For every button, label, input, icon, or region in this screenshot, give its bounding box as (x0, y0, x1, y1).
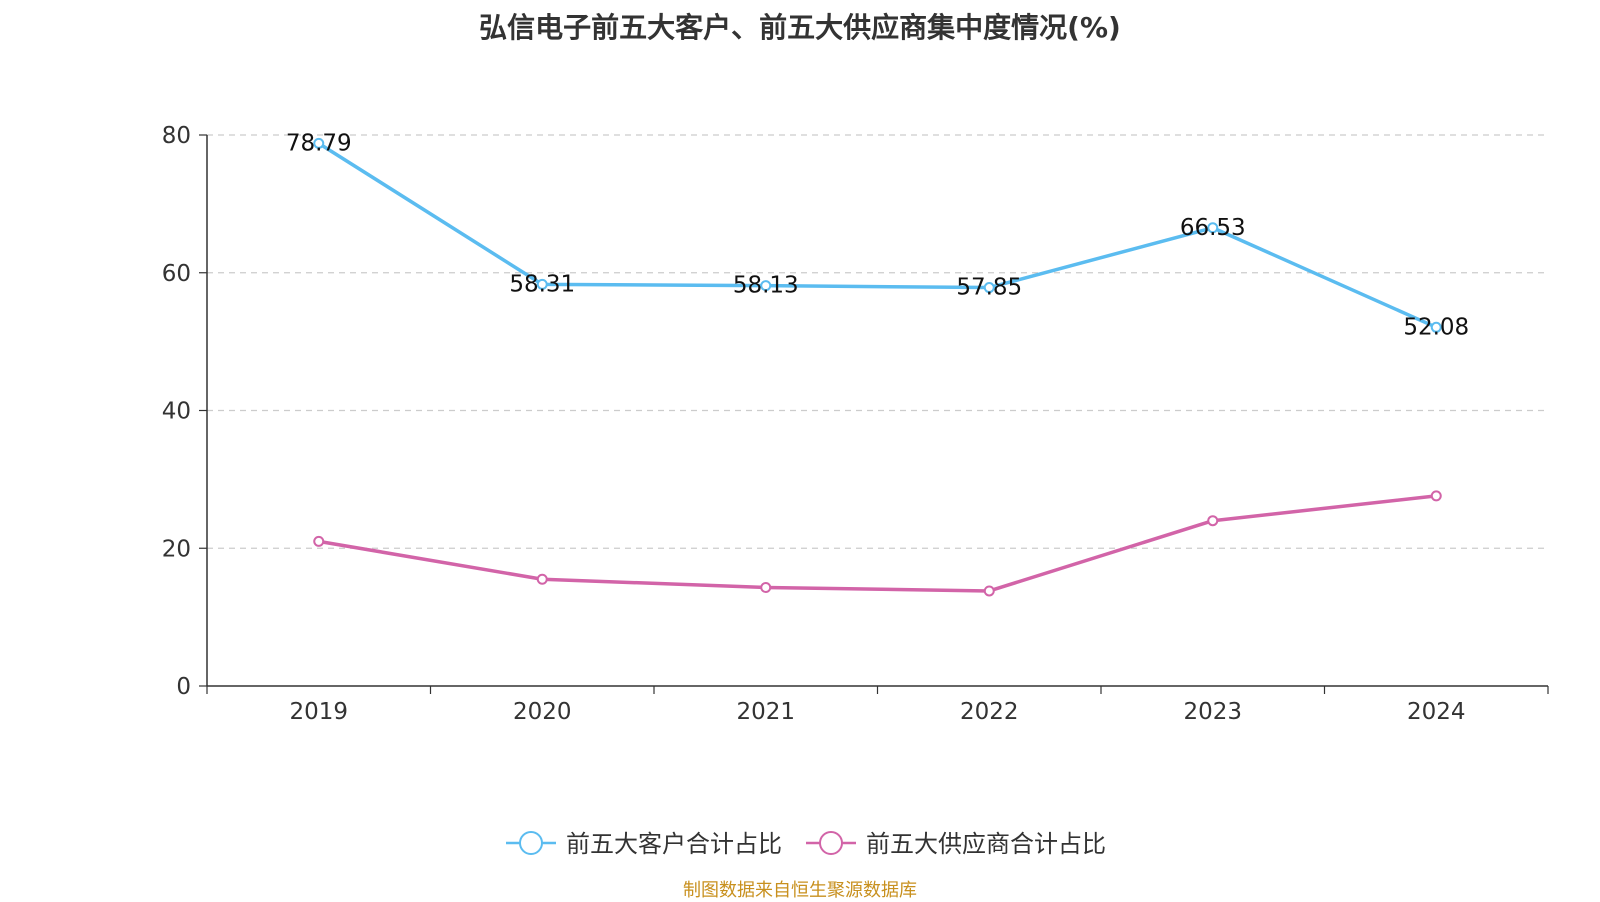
data-point (983, 282, 995, 294)
data-label: 52.08 (1403, 314, 1469, 340)
x-tick-label: 2022 (960, 699, 1019, 725)
y-tick-label: 80 (162, 123, 191, 149)
data-point (983, 585, 995, 597)
x-tick-label: 2023 (1183, 699, 1242, 725)
data-point (1207, 515, 1219, 527)
data-point (313, 535, 325, 547)
legend: 前五大客户合计占比 前五大供应商合计占比 (506, 830, 1106, 858)
legend-label: 前五大客户合计占比 (566, 830, 782, 858)
gridlines (207, 134, 1548, 549)
series-line (317, 141, 1437, 329)
x-tick-label: 2024 (1407, 699, 1466, 725)
data-label: 66.53 (1180, 215, 1246, 241)
data-label: 78.79 (286, 130, 352, 156)
series-line (318, 494, 1437, 593)
data-point (536, 278, 548, 290)
legend-marker (819, 831, 843, 855)
x-tick-label: 2019 (289, 699, 348, 725)
data-label: 58.13 (733, 273, 799, 299)
x-tick-label: 2021 (736, 699, 795, 725)
y-tick-label: 40 (162, 399, 191, 425)
data-point (1207, 222, 1219, 234)
data-label: 57.85 (956, 275, 1022, 301)
legend-label: 前五大供应商合计占比 (866, 830, 1106, 858)
y-tick-label: 0 (176, 674, 191, 700)
data-point (536, 573, 548, 585)
data-point (313, 137, 325, 149)
data-point (1430, 490, 1442, 502)
data-point (760, 582, 772, 594)
series-lines (313, 137, 1442, 597)
data-labels: 78.79 58.31 58.13 57.85 66.53 52.08 (286, 130, 1469, 340)
data-label: 58.31 (509, 271, 575, 297)
chart-title: 弘信电子前五大客户、前五大供应商集中度情况(%) (479, 11, 1121, 44)
legend-marker (519, 831, 543, 855)
data-point (1430, 321, 1442, 333)
source-note: 制图数据来自恒生聚源数据库 (683, 880, 917, 901)
y-tick-label: 20 (162, 536, 191, 562)
data-point (760, 280, 772, 292)
y-tick-label: 60 (162, 261, 191, 287)
axes: 0 20 40 60 80 2019 2020 2021 2022 2023 2024 (162, 123, 1549, 725)
x-tick-label: 2020 (513, 699, 572, 725)
